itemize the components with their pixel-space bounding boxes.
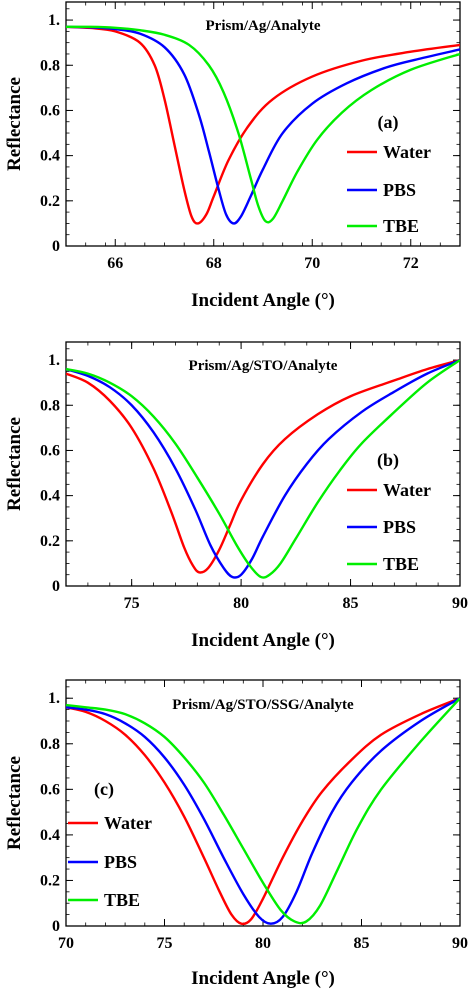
series-line-water [66,25,460,225]
legend-label-pbs: PBS [383,517,416,537]
legend-label-tbe: TBE [104,890,140,910]
y-ticks: 0 0.2 0.4 0.6 0.8 1. [40,8,460,255]
y-tick-label: 1. [48,690,60,707]
x-tick-label: 75 [157,935,173,952]
series-line-water [66,358,460,574]
legend: Water PBS TBE [347,480,431,574]
x-tick-label: 75 [124,595,140,612]
y-tick-label: 0.4 [40,488,60,505]
x-tick-label: 90 [452,935,468,952]
y-tick-label: 1. [48,352,60,369]
series-line-tbe [66,359,460,579]
y-axis-label: Reflectance [4,77,25,171]
y-ticks: 0 0.2 0.4 0.6 0.8 1. [40,348,460,595]
x-tick-label: 90 [452,595,468,612]
legend: Water PBS TBE [68,813,152,910]
legend-label-water: Water [383,480,431,500]
x-tick-label: 70 [304,255,320,272]
series-line-pbs [66,697,460,925]
series-line-tbe [66,25,460,224]
y-ticks: 0 0.2 0.4 0.6 0.8 1. [40,686,460,935]
y-tick-label: 0.4 [40,148,60,165]
panel-a: 66 68 70 72 0 0.2 0.4 0.6 0.8 1. Prism/Ag/Analyte (… [4,1,461,311]
y-tick-label: 1. [48,12,60,29]
legend: Water PBS TBE [347,142,431,236]
y-tick-label: 0.6 [40,781,60,798]
x-tick-label: 80 [233,595,249,612]
panel-label: (b) [377,450,399,471]
series-line-tbe [66,697,460,925]
y-tick-label: 0 [52,918,60,935]
series-line-water [66,697,460,926]
y-tick-label: 0.6 [40,102,60,119]
y-tick-label: 0.8 [40,736,60,753]
legend-label-pbs: PBS [383,180,416,200]
x-tick-label: 72 [403,255,419,272]
x-axis-label: Incident Angle (°) [191,630,335,651]
y-tick-label: 0.8 [40,397,60,414]
legend-label-water: Water [104,813,152,833]
x-ticks: 70 75 80 85 90 [58,680,468,952]
legend-label-pbs: PBS [104,852,137,872]
panel-label: (a) [378,112,399,133]
panel-title: Prism/Ag/STO/Analyte [189,358,338,374]
y-axis-label: Reflectance [4,756,25,850]
plot-frame [65,1,461,247]
legend-label-tbe: TBE [383,216,419,236]
x-tick-label: 85 [343,595,359,612]
x-tick-label: 68 [206,255,222,272]
legend-label-water: Water [383,142,431,162]
x-axis-label: Incident Angle (°) [191,290,335,311]
panel-title: Prism/Ag/Analyte [206,18,321,34]
series-line-pbs [66,358,460,579]
panel-c: 70 75 80 85 90 0 0.2 0.4 0.6 0.8 1. Prism/Ag/STO/SS… [4,679,468,989]
y-tick-label: 0.6 [40,442,60,459]
y-tick-label: 0.2 [40,872,60,889]
y-axis-label: Reflectance [4,417,25,511]
y-tick-label: 0 [52,578,60,595]
x-tick-label: 70 [58,935,74,952]
x-tick-label: 80 [255,935,271,952]
y-tick-label: 0.4 [40,827,60,844]
x-ticks: 66 68 70 72 [65,2,461,272]
y-tick-label: 0 [52,238,60,255]
y-tick-label: 0.2 [40,533,60,550]
x-tick-label: 66 [107,255,123,272]
panel-title: Prism/Ag/STO/SSG/Analyte [172,697,354,713]
x-tick-label: 85 [354,935,370,952]
series-line-pbs [66,25,460,225]
panel-b: 75 80 85 90 0 0.2 0.4 0.6 0.8 1. Prism/Ag/STO/Anal… [4,341,468,651]
y-tick-label: 0.2 [40,193,60,210]
panel-label: (c) [94,779,114,800]
legend-label-tbe: TBE [383,554,419,574]
y-tick-label: 0.8 [40,57,60,74]
x-axis-label: Incident Angle (°) [191,968,335,989]
x-ticks: 75 80 85 90 [65,342,468,612]
